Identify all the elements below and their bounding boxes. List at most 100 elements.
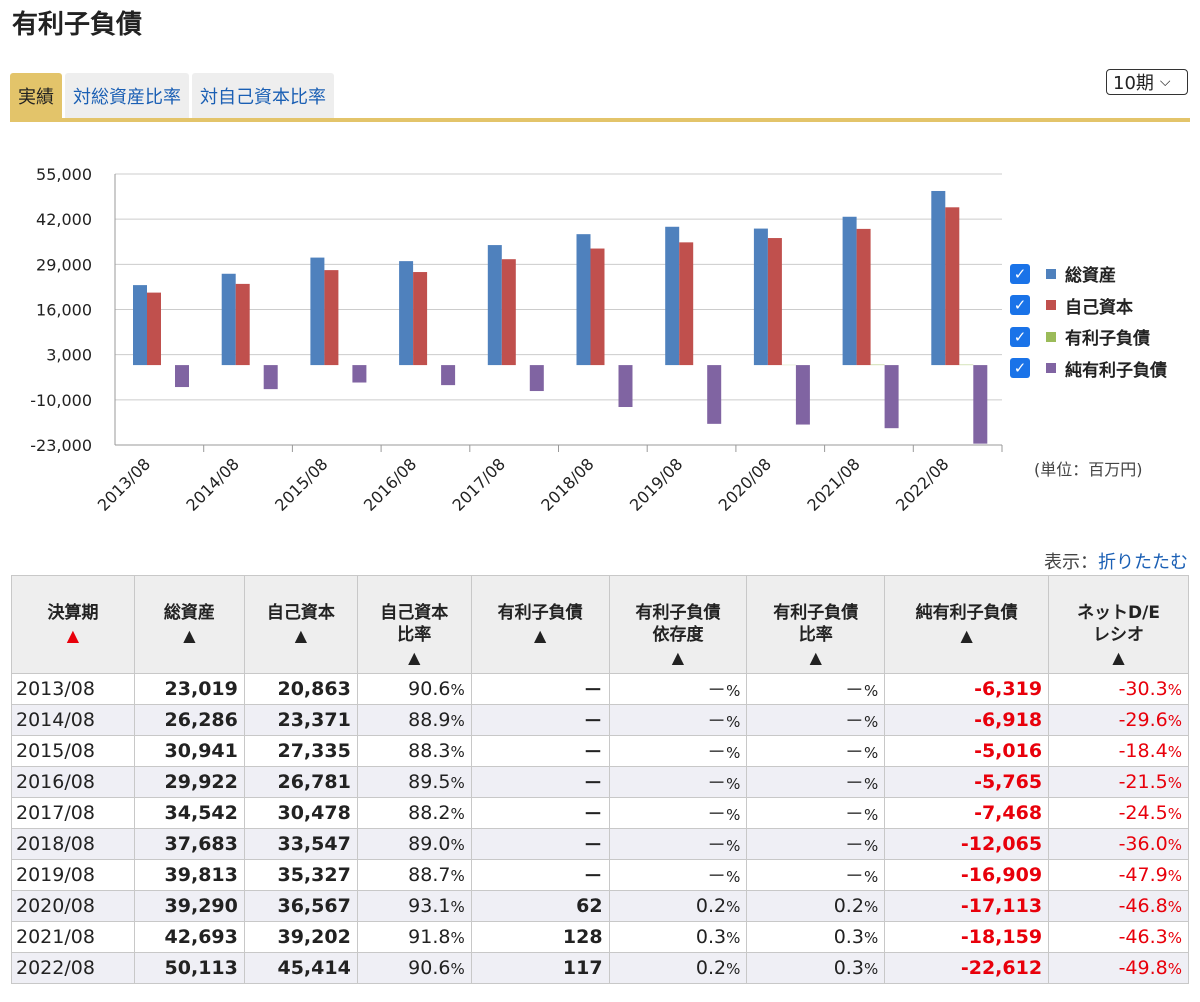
bar [767,238,782,366]
column-header[interactable]: 自己資本 比率 ▲ [356,575,472,674]
sort-arrow-icon[interactable]: ▲ [294,626,307,646]
sort-arrow-icon[interactable]: ▲ [533,626,547,646]
table-row: 2020/08 39,290 36,567 93.1% 62 0.2% 0.2% -17,11… [11,889,1189,922]
tab-equity-ratio[interactable]: 対自己資本比率 [192,73,334,118]
table-cell: － [470,858,610,891]
y-tick-label: -10,000 [30,391,92,410]
legend-label-net-debt: 純有利子負債 [1065,360,1167,381]
column-header[interactable]: 決算期 ▲ [11,575,135,674]
y-tick-label: 29,000 [36,255,92,274]
sort-arrow-icon[interactable]: ▲ [671,648,685,668]
table-cell: －% [746,765,886,798]
table-cell: 2017/08 [11,796,135,829]
tab-bar: 実績 対総資産比率 対自己資本比率 [10,73,334,118]
column-header[interactable]: 自己資本 ▲ [243,575,358,674]
unit-label: (単位：百万円) [1034,460,1143,479]
table-cell: 2021/08 [11,920,135,953]
table-cell: 88.2% [356,796,472,829]
table-cell: 50,113 [133,951,245,984]
table-cell: 0.3% [746,920,886,953]
legend-item-net-debt: ✓ 純有利子負債 [1010,353,1167,385]
column-header[interactable]: 総資産 ▲ [133,575,245,674]
table-cell: 88.7% [356,858,472,891]
table-cell: -12,065 [884,827,1050,860]
x-tick-label: 2016/08 [360,454,420,514]
table-cell: － [470,672,610,705]
table-cell: 88.9% [356,703,472,736]
y-tick-label: -23,000 [30,436,92,455]
table-cell: 30,941 [133,734,245,767]
table-cell: -6,319 [884,672,1050,705]
x-tick-label: 2019/08 [626,454,686,514]
sort-arrow-icon[interactable]: ▲ [408,648,421,668]
bar [310,257,325,366]
bar [399,261,414,366]
table-cell: 37,683 [133,827,245,860]
sort-arrow-icon[interactable]: ▲ [66,626,80,646]
column-header[interactable]: 純有利子負債 ▲ [884,575,1050,674]
bar [501,259,516,366]
table-cell: 91.8% [356,920,472,953]
bar [487,245,502,366]
column-header[interactable]: 有利子負債 ▲ [470,575,610,674]
legend-checkbox-total-assets[interactable]: ✓ [1010,263,1030,284]
table-cell: 33,547 [243,827,358,860]
table-cell: －% [746,734,886,767]
table-cell: － [470,796,610,829]
table-cell: 2020/08 [11,889,135,922]
tab-actual[interactable]: 実績 [10,73,62,118]
bar-chart: 55,000 42,000 29,000 16,000 3,000 -10,000 -23,… [30,165,1003,515]
table-cell: 45,414 [243,951,358,984]
bar [576,234,591,366]
table-cell: －% [746,672,886,705]
x-tick-label: 2020/08 [715,454,775,514]
table-row: 2017/08 34,542 30,478 88.2% －－% －% -7,468 -24.5… [11,796,1189,829]
display-toggle-label: 表示： [1044,552,1098,573]
table-cell: － [470,734,610,767]
table-cell: 39,813 [133,858,245,891]
legend-checkbox-debt[interactable]: ✓ [1010,326,1030,347]
legend-label-debt: 有利子負債 [1065,329,1150,350]
table-cell: -18,159 [884,920,1050,953]
table-cell: 89.0% [356,827,472,860]
y-tick-label: 16,000 [36,301,92,320]
period-select[interactable]: 10期 ⌵ [1106,69,1188,95]
table-cell: 2013/08 [11,672,135,705]
x-tick-label: 2017/08 [449,454,509,514]
column-header[interactable]: 有利子負債 比率 ▲ [746,575,886,674]
tab-total-assets-ratio[interactable]: 対総資産比率 [65,73,189,118]
table-cell: 2015/08 [11,734,135,767]
table-cell: － [470,765,610,798]
sort-arrow-icon[interactable]: ▲ [960,626,973,646]
sort-arrow-icon[interactable]: ▲ [1112,648,1125,668]
legend-swatch-equity [1046,300,1056,311]
table-cell: 62 [470,889,610,922]
table-cell: －% [746,827,886,860]
table-cell: －% [608,858,748,891]
table-cell: 128 [470,920,610,953]
column-header[interactable]: ネットD/E レシオ ▲ [1048,575,1189,674]
table-cell: -17,113 [884,889,1050,922]
bar [352,365,367,383]
table-cell: -30.3% [1048,672,1189,705]
bar [973,365,988,444]
x-tick-label: 2018/08 [537,454,597,514]
bar [235,283,250,366]
legend-label-equity: 自己資本 [1065,297,1133,318]
table-cell: 26,286 [133,703,245,736]
bar [679,242,694,366]
table-cell: －% [608,827,748,860]
tab-underline [10,118,1190,122]
legend-checkbox-equity[interactable]: ✓ [1010,295,1030,316]
column-header[interactable]: 有利子負債 依存度 ▲ [608,575,748,674]
bar [175,365,189,388]
bar [842,216,857,366]
collapse-link[interactable]: 折りたたむ [1098,552,1188,573]
table-row: 2016/08 29,922 26,781 89.5% －－% －% -5,765 -21.5… [11,765,1189,798]
sort-arrow-icon[interactable]: ▲ [183,626,196,646]
table-cell: －% [608,796,748,829]
table-cell: 0.2% [746,889,886,922]
table-cell: 39,202 [243,920,358,953]
legend-checkbox-net-debt[interactable]: ✓ [1010,358,1030,379]
sort-arrow-icon[interactable]: ▲ [809,648,822,668]
